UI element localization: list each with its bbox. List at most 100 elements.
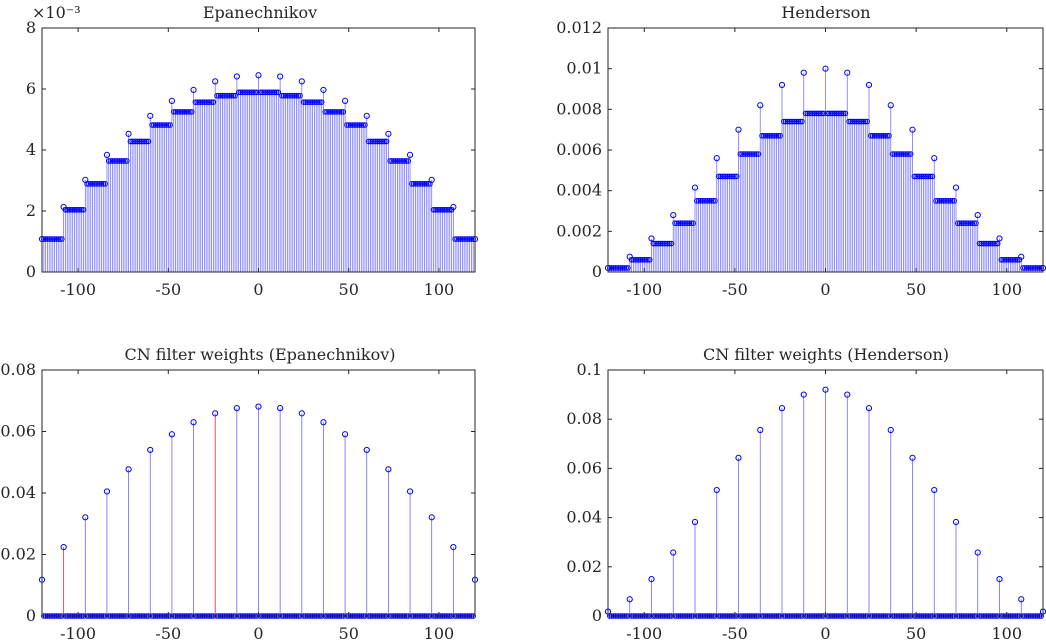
stem-marker: [831, 110, 838, 117]
stem-marker: [233, 73, 240, 80]
stem-marker: [313, 99, 320, 105]
chart-title: CN filter weights (Epanechnikov): [124, 345, 395, 364]
stem-marker: [974, 549, 981, 556]
stem-marker: [170, 109, 177, 115]
stem-marker: [947, 198, 954, 204]
stem-marker: [955, 220, 961, 226]
stem-marker: [1029, 265, 1035, 271]
x-tick-label: 0: [820, 280, 830, 299]
stem-marker: [909, 454, 916, 461]
x-tick-label: 0: [253, 280, 263, 299]
panel-cn-henderson: CN filter weights (Henderson) 00.020.040…: [566, 345, 1046, 643]
stem-marker: [907, 151, 914, 157]
stem-marker: [362, 122, 368, 128]
stem-marker: [443, 206, 449, 213]
stem-marker: [73, 206, 80, 213]
stem-marker: [190, 419, 197, 426]
stem-marker: [271, 89, 278, 96]
stem-marker: [952, 518, 960, 526]
stem-marker: [358, 122, 365, 128]
stem-marker: [439, 206, 446, 213]
stem-marker: [956, 220, 963, 226]
stem-marker: [113, 158, 119, 164]
stem-marker: [764, 132, 771, 139]
stem-marks: [604, 386, 1046, 619]
stem-marker: [324, 109, 330, 115]
stem-marker: [288, 92, 294, 99]
stem-marker: [1007, 257, 1014, 263]
stem-marker: [873, 132, 880, 139]
stem-marker: [652, 240, 658, 247]
stem-marker: [80, 206, 87, 213]
stem-marker: [122, 158, 128, 164]
stem-marker: [891, 151, 898, 157]
y-axis-ticks: 0 0.002 0.004 0.006 0.008 0.01 0.012: [556, 18, 1043, 281]
stem-marker: [819, 110, 825, 117]
stem-marker: [799, 118, 805, 125]
stem-marker: [965, 220, 972, 226]
stem-marker: [824, 110, 831, 117]
stem-marker: [322, 109, 329, 115]
stem-marker: [732, 173, 738, 180]
stem-marker: [206, 99, 213, 105]
stem-marker: [176, 109, 182, 115]
stem-marker: [1013, 257, 1019, 263]
stem-marker: [125, 130, 132, 137]
stem-marker: [277, 73, 284, 80]
stem-marker: [68, 206, 74, 213]
stem-marker: [78, 206, 85, 213]
stem-marker: [455, 236, 462, 242]
stem-marker: [374, 138, 381, 145]
stem-marker: [766, 132, 773, 139]
stem-marker: [904, 151, 910, 157]
stem-marker: [131, 138, 137, 145]
stem-marker: [940, 198, 947, 204]
stem-marker: [194, 99, 200, 105]
stem-marker: [297, 92, 303, 99]
stem-marker: [190, 86, 197, 94]
stem-marker: [187, 109, 193, 115]
stem-marker: [145, 138, 152, 145]
stem-marker: [980, 240, 986, 247]
stem-marker: [434, 206, 440, 213]
stem-marker: [196, 99, 202, 105]
stem-marker: [742, 151, 749, 157]
stem-marker: [212, 410, 219, 417]
stem-marker: [1002, 257, 1008, 263]
stem-marker: [935, 198, 941, 204]
stem-marker: [140, 138, 146, 145]
y-tick-label: 0: [26, 606, 36, 625]
stem-marker: [822, 65, 829, 72]
stem-marker: [695, 198, 702, 204]
stem-marker: [829, 110, 836, 117]
stem-marker: [699, 198, 706, 204]
y-tick-label: 6: [26, 79, 36, 98]
stem-marker: [233, 405, 240, 412]
stem-marker: [913, 173, 919, 180]
stem-marker: [403, 158, 410, 164]
y-tick-label: 0.06: [566, 458, 602, 477]
stem-marker: [50, 236, 56, 242]
stem-marker: [277, 405, 284, 412]
stem-marker: [1018, 253, 1025, 260]
stem-marker: [55, 236, 62, 242]
stem-marker: [114, 158, 121, 164]
x-tick-label: -100: [60, 624, 96, 643]
stem-marker: [778, 81, 786, 89]
stem-marker: [616, 265, 622, 271]
stem-marker: [1034, 265, 1041, 271]
stem-marker: [168, 431, 175, 438]
stem-marker: [107, 158, 114, 164]
x-tick-label: 0: [820, 624, 830, 643]
stem-marker: [160, 122, 166, 128]
stem-marker: [860, 118, 867, 125]
stem-marker: [51, 236, 58, 242]
stem-marker: [326, 109, 332, 115]
stem-marker: [59, 236, 65, 242]
stem-marker: [96, 181, 103, 187]
x-tick-label: 100: [991, 624, 1022, 643]
stem-marker: [252, 89, 258, 96]
stem-marker: [646, 257, 653, 263]
stem-marker: [964, 220, 970, 226]
